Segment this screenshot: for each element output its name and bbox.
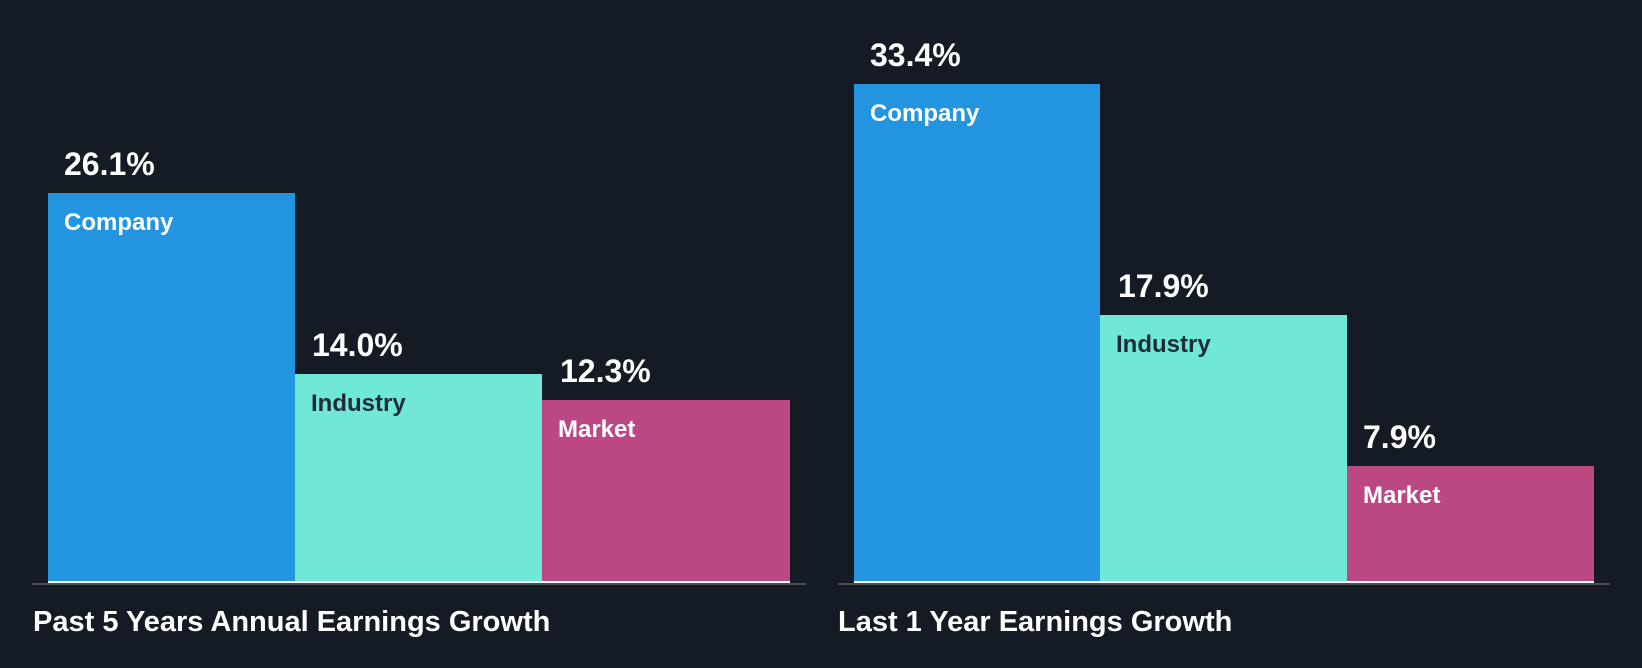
market-bar: Market <box>1347 466 1594 582</box>
industry-value: 17.9% <box>1118 268 1209 304</box>
industry-bar-label: Industry <box>1116 331 1211 358</box>
past-5-years-chart: 26.1% Company 14.0% Industry 12.3% Marke… <box>32 146 806 638</box>
market-value: 7.9% <box>1363 419 1436 455</box>
company-bar-label: Company <box>870 100 980 127</box>
chart-title: Last 1 Year Earnings Growth <box>838 606 1233 638</box>
bar-baseline <box>854 581 1594 584</box>
company-value: 33.4% <box>870 37 961 73</box>
industry-bar-label: Industry <box>311 390 406 417</box>
industry-bar: Industry <box>1100 315 1347 582</box>
x-axis-line <box>838 583 1610 585</box>
industry-bar: Industry <box>295 374 542 582</box>
bar-baseline <box>48 581 790 584</box>
chart-title: Past 5 Years Annual Earnings Growth <box>33 606 551 638</box>
x-axis-line <box>32 583 806 585</box>
company-bar: Company <box>48 193 295 582</box>
market-bar-label: Market <box>558 416 636 443</box>
industry-value: 14.0% <box>312 327 403 363</box>
market-bar: Market <box>542 400 790 582</box>
company-value: 26.1% <box>64 146 155 182</box>
market-bar-label: Market <box>1363 482 1441 509</box>
company-bar-label: Company <box>64 209 174 236</box>
market-value: 12.3% <box>560 353 651 389</box>
company-bar: Company <box>854 84 1100 582</box>
